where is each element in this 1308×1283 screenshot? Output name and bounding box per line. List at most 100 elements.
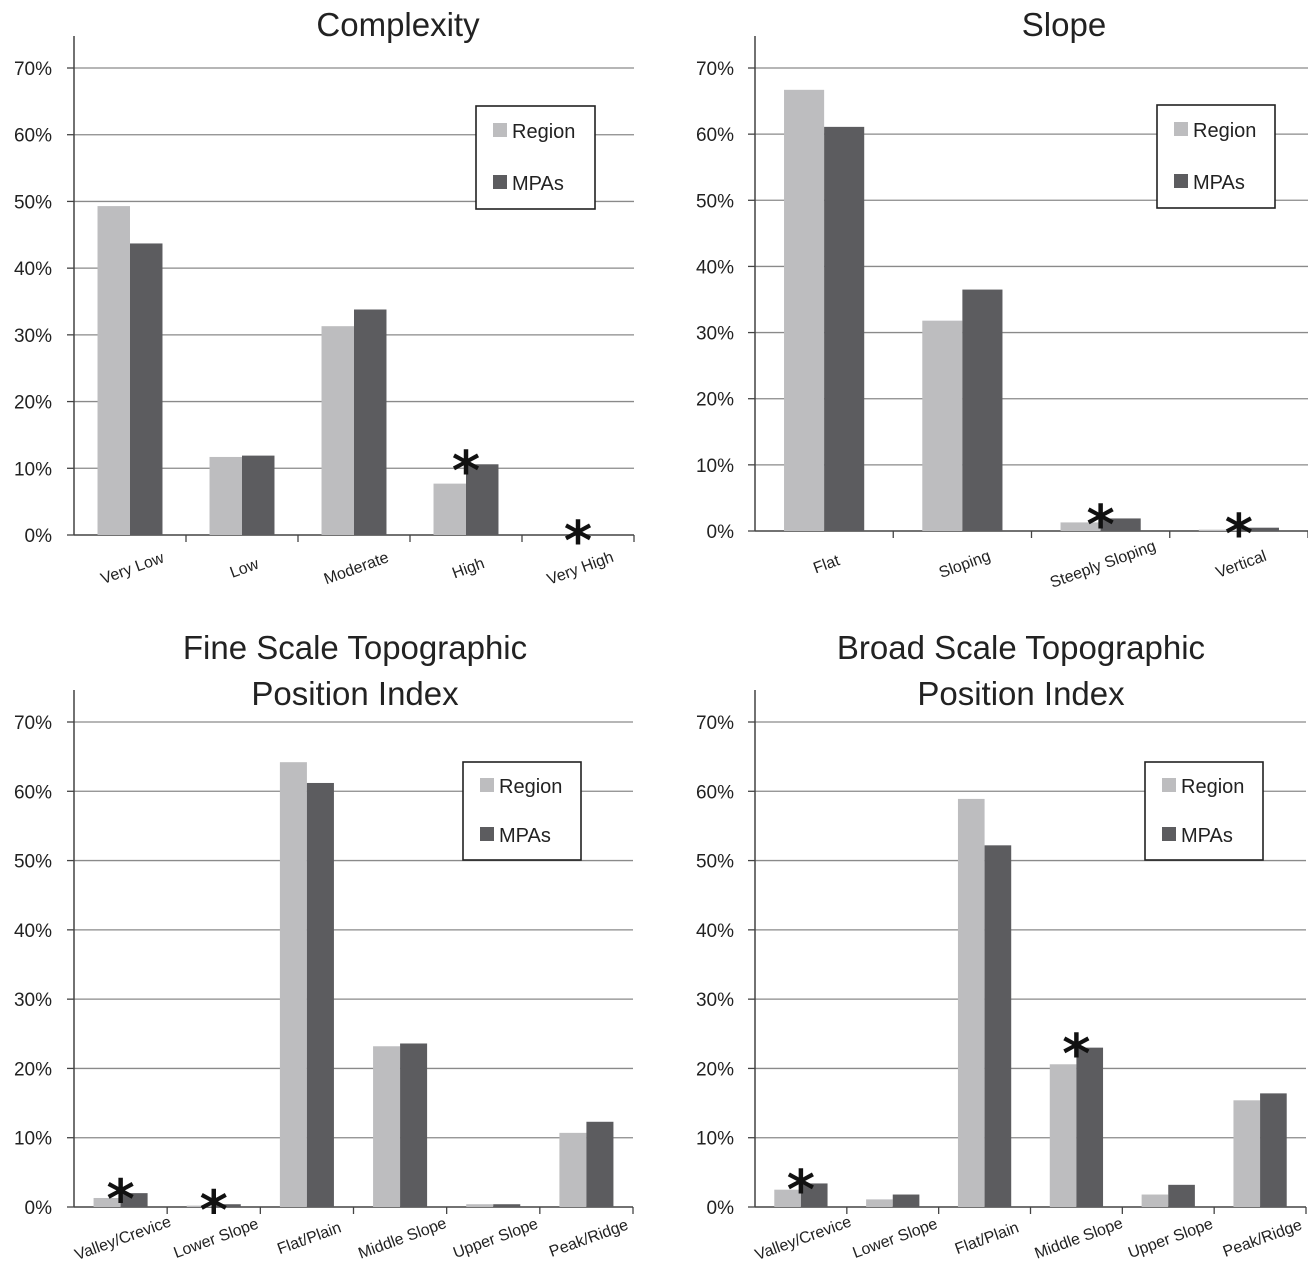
bar-region: [321, 326, 354, 535]
bar-region: [922, 320, 963, 531]
significance-asterisk: *: [1225, 503, 1253, 566]
legend-label: Region: [1181, 776, 1244, 798]
bar-region: [1198, 529, 1239, 531]
bar-region: [957, 798, 985, 1207]
legend-box: [1156, 104, 1276, 209]
significance-asterisk: *: [452, 439, 480, 502]
legend-label: MPAs: [1193, 172, 1245, 194]
bar-mpas: [824, 126, 865, 532]
significance-asterisk: *: [1062, 1023, 1090, 1086]
y-tick-label: 10%: [696, 1129, 734, 1150]
bar-mpas: [800, 1183, 828, 1207]
y-tick-label: 70%: [696, 59, 734, 80]
bar-region: [1049, 1064, 1077, 1207]
bar-mpas: [578, 534, 611, 535]
legend: Region MPAs: [475, 105, 596, 210]
y-tick-label: 70%: [696, 713, 734, 734]
y-tick-label: 60%: [14, 126, 52, 147]
bar-region: [1141, 1194, 1169, 1207]
bar-mpas: [466, 464, 499, 535]
chart-panel-0: Complexity 0% 10% 20% 30% 40% 50% 60% 70% Very Lo…: [14, 6, 635, 589]
bar-region: [97, 206, 130, 535]
bar-region: [373, 1046, 401, 1207]
chart-panel-3: Broad Scale Topographic Position Index 0% 1…: [696, 629, 1307, 1264]
legend: Region MPAs: [1144, 761, 1264, 861]
bar-mpas: [962, 289, 1003, 531]
y-tick-label: 40%: [14, 921, 52, 942]
bar-region: [466, 1204, 494, 1207]
bar-mpas: [306, 782, 334, 1207]
y-tick-label: 20%: [14, 1059, 52, 1080]
bar-mpas: [213, 1204, 241, 1207]
category-label: Middle Slope: [1033, 1215, 1126, 1263]
bar-region: [1060, 522, 1101, 531]
y-tick-label: 20%: [696, 390, 734, 411]
legend-swatch: [493, 123, 507, 137]
bar-mpas: [120, 1193, 148, 1207]
bar-region: [186, 1205, 214, 1207]
bar-region: [774, 1189, 801, 1207]
bar-mpas: [892, 1194, 920, 1207]
chart-title: Position Index: [251, 675, 459, 712]
legend-swatch: [493, 175, 507, 189]
legend-label: Region: [499, 776, 562, 798]
bar-mpas: [1168, 1184, 1195, 1207]
y-tick-label: 60%: [696, 782, 734, 803]
bar-region: [209, 456, 242, 535]
category-label: Moderate: [322, 549, 391, 588]
bar-mpas: [1260, 1093, 1287, 1207]
bar-mpas: [354, 309, 387, 535]
legend-swatch: [1174, 122, 1188, 136]
legend-swatch: [1162, 827, 1176, 841]
legend-label: Region: [1193, 120, 1256, 142]
y-tick-label: 0%: [707, 1198, 735, 1219]
y-tick-label: 60%: [696, 125, 734, 146]
y-tick-label: 30%: [14, 326, 52, 347]
chart-title: Slope: [1022, 6, 1106, 43]
y-tick-label: 50%: [696, 191, 734, 212]
bar-mpas: [130, 243, 163, 536]
category-label: Upper Slope: [1126, 1216, 1215, 1262]
category-label: Middle Slope: [356, 1215, 449, 1263]
y-tick-label: 20%: [14, 393, 52, 414]
bar-mpas: [586, 1121, 614, 1207]
chart-title: Complexity: [316, 6, 480, 43]
y-tick-label: 30%: [696, 324, 734, 345]
category-label: Lower Slope: [851, 1216, 940, 1262]
category-label: Sloping: [937, 548, 993, 582]
category-label: Peak/Ridge: [547, 1217, 631, 1261]
y-tick-label: 0%: [25, 1198, 53, 1219]
legend: Region MPAs: [1156, 104, 1276, 209]
category-label: Flat/Plain: [953, 1219, 1021, 1258]
category-label: Peak/Ridge: [1221, 1217, 1305, 1261]
chart-panel-1: Slope 0% 10% 20% 30% 40% 50% 60% 70% Flat Sloping *…: [696, 6, 1308, 592]
bar-mpas: [493, 1204, 521, 1207]
y-tick-label: 70%: [14, 713, 52, 734]
y-tick-label: 10%: [14, 459, 52, 480]
y-tick-label: 50%: [14, 852, 52, 873]
legend-swatch: [1162, 778, 1176, 792]
legend-label: MPAs: [1181, 825, 1233, 847]
bar-region: [559, 1132, 587, 1207]
bar-mpas: [1076, 1047, 1104, 1207]
bar-mpas: [400, 1043, 428, 1207]
bar-region: [93, 1197, 121, 1207]
chart-title: Position Index: [917, 675, 1125, 712]
y-tick-label: 50%: [14, 192, 52, 213]
y-tick-label: 50%: [696, 852, 734, 873]
category-label: Low: [228, 556, 262, 582]
y-tick-label: 40%: [696, 257, 734, 278]
y-tick-label: 30%: [14, 990, 52, 1011]
y-tick-label: 60%: [14, 782, 52, 803]
bar-region: [1233, 1100, 1261, 1207]
category-label: Flat/Plain: [275, 1219, 343, 1258]
y-tick-label: 30%: [696, 990, 734, 1011]
legend-label: MPAs: [512, 173, 564, 195]
legend: Region MPAs: [462, 761, 582, 861]
legend-swatch: [1174, 174, 1188, 188]
significance-asterisk: *: [106, 1168, 134, 1231]
significance-asterisk: *: [564, 509, 592, 572]
category-label: Very Low: [99, 549, 167, 588]
category-label: Upper Slope: [451, 1216, 540, 1262]
